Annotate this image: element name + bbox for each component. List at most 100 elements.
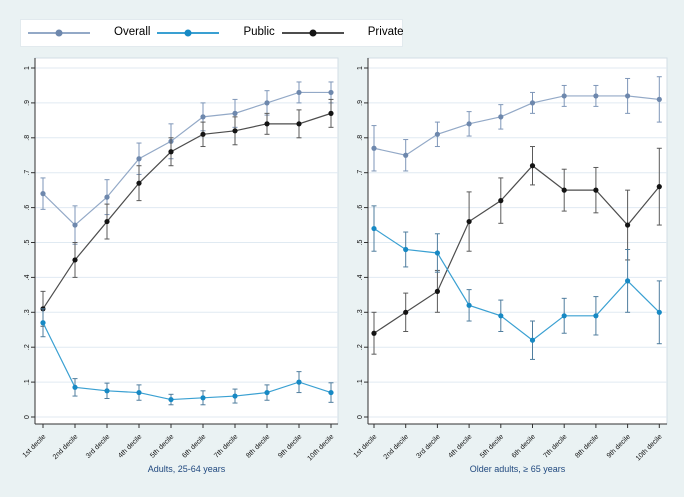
y-tick-label: .5 [357,239,364,245]
x-tick-label: 5th decile [149,433,175,459]
y-tick-label: .9 [24,100,31,106]
data-point-overall [40,191,46,197]
data-point-public [371,225,377,232]
x-tick-label: 3rd decile [415,433,441,459]
data-point-public [136,389,142,396]
data-point-public [72,384,78,390]
data-point-public [232,393,238,399]
x-tick-label: 1st decile [22,433,48,459]
x-tick-label: 10th decile [307,433,336,462]
series-line-private [373,164,660,334]
x-tick-label: 7th decile [542,433,568,459]
data-point-public [296,379,302,385]
data-point-private [168,149,174,155]
legend-entry-overall: Overall [21,27,150,39]
data-point-public [466,302,472,308]
data-point-overall [296,89,302,96]
data-point-private [403,309,409,315]
data-point-public [593,313,599,319]
data-point-private [72,257,78,263]
x-tick-label: 9th decile [606,433,632,459]
series-line-overall [373,95,660,156]
x-tick-label: 8th decile [574,433,600,459]
plot-area [34,57,339,425]
data-point-overall [656,96,662,103]
x-tick-label: 10th decile [635,433,664,462]
data-point-overall [371,145,377,151]
x-tick-label: 2nd decile [383,433,411,461]
y-tick-label: .7 [357,170,364,176]
plot-panel-adults: 0 .1 .2 .3 .4 .5 .6 .7 .8 .9 1 1st decile 2nd decile… [22,57,339,462]
data-point-private [328,110,334,116]
data-point-overall [328,89,334,96]
y-tick-label: .8 [24,135,31,141]
data-point-private [434,288,440,294]
data-point-overall [136,156,142,162]
public-marker-icon [184,29,192,37]
data-point-private [264,121,270,127]
series-line-public [42,322,332,401]
data-point-private [136,180,142,186]
data-point-private [625,222,631,228]
data-point-private [104,218,110,225]
y-tick-label: .1 [24,379,31,385]
data-point-public [264,389,270,396]
data-point-public [200,395,206,401]
y-tick-label: 1 [357,66,364,70]
data-point-private [466,218,472,225]
y-tick-label: .1 [357,379,364,385]
x-tick-label: 4th decile [117,433,143,459]
data-point-private [529,163,536,169]
data-point-public [328,389,334,396]
overall-line-marker-icon [28,29,90,37]
x-tick-label: 8th decile [245,433,271,459]
x-tick-label: 7th decile [213,433,239,459]
y-tick-label: 0 [357,415,364,419]
x-tick-label: 6th decile [181,433,207,459]
data-point-overall [104,194,110,200]
data-point-overall [561,93,567,99]
plot-panel-older-adults: 0 .1 .2 .3 .4 .5 .6 .7 .8 .9 1 1st decile 2nd decile… [353,57,668,462]
y-tick-label: 0 [24,415,31,419]
data-point-private [200,131,206,137]
data-point-overall [264,100,270,106]
legend-label-private: Private [367,26,404,39]
y-tick-label: .3 [24,309,31,315]
data-point-public [168,396,174,403]
series-line-private [42,112,332,310]
data-point-private [561,187,567,193]
x-tick-label: 6th decile [511,433,537,459]
x-tick-label: 9th decile [277,433,303,459]
y-tick-label: .9 [357,100,364,106]
data-point-private [656,184,662,190]
data-point-overall [403,152,409,158]
legend-entry-private: Private [275,27,404,39]
public-line-marker-icon [157,29,220,37]
y-tick-label: .3 [357,309,364,315]
y-tick-label: .7 [24,170,31,176]
series-line-public [373,228,660,341]
panel-caption-older-adults: Older adults, ≥ 65 years [469,464,566,474]
data-point-overall [593,93,599,99]
data-point-overall [232,110,238,116]
data-point-private [232,128,238,134]
y-tick-label: .2 [24,344,31,350]
y-tick-label: .4 [357,274,364,280]
panel-caption-adults: Adults, 25-64 years [147,464,226,474]
legend: Overall Public Private [20,19,404,47]
private-marker-icon [309,29,317,37]
data-point-public [104,388,110,394]
data-point-private [371,330,377,336]
y-tick-label: .4 [24,274,31,280]
y-tick-label: .8 [357,135,364,141]
legend-label-public: Public [243,26,275,39]
legend-entry-public: Public [150,26,275,39]
data-point-overall [466,121,472,127]
data-point-private [296,121,302,127]
x-tick-label: 3rd decile [85,433,111,459]
data-point-public [403,246,409,253]
data-point-public [40,320,46,326]
y-tick-label: 1 [24,66,31,70]
x-tick-label: 4th decile [447,433,473,459]
